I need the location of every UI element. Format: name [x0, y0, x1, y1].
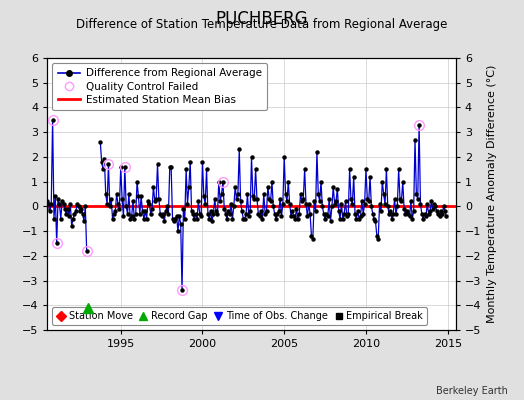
Y-axis label: Monthly Temperature Anomaly Difference (°C): Monthly Temperature Anomaly Difference (… [487, 65, 497, 323]
Legend: Station Move, Record Gap, Time of Obs. Change, Empirical Break: Station Move, Record Gap, Time of Obs. C… [52, 307, 427, 325]
Text: PUCHBERG: PUCHBERG [216, 10, 308, 28]
Text: Berkeley Earth: Berkeley Earth [436, 386, 508, 396]
Text: Difference of Station Temperature Data from Regional Average: Difference of Station Temperature Data f… [77, 18, 447, 31]
